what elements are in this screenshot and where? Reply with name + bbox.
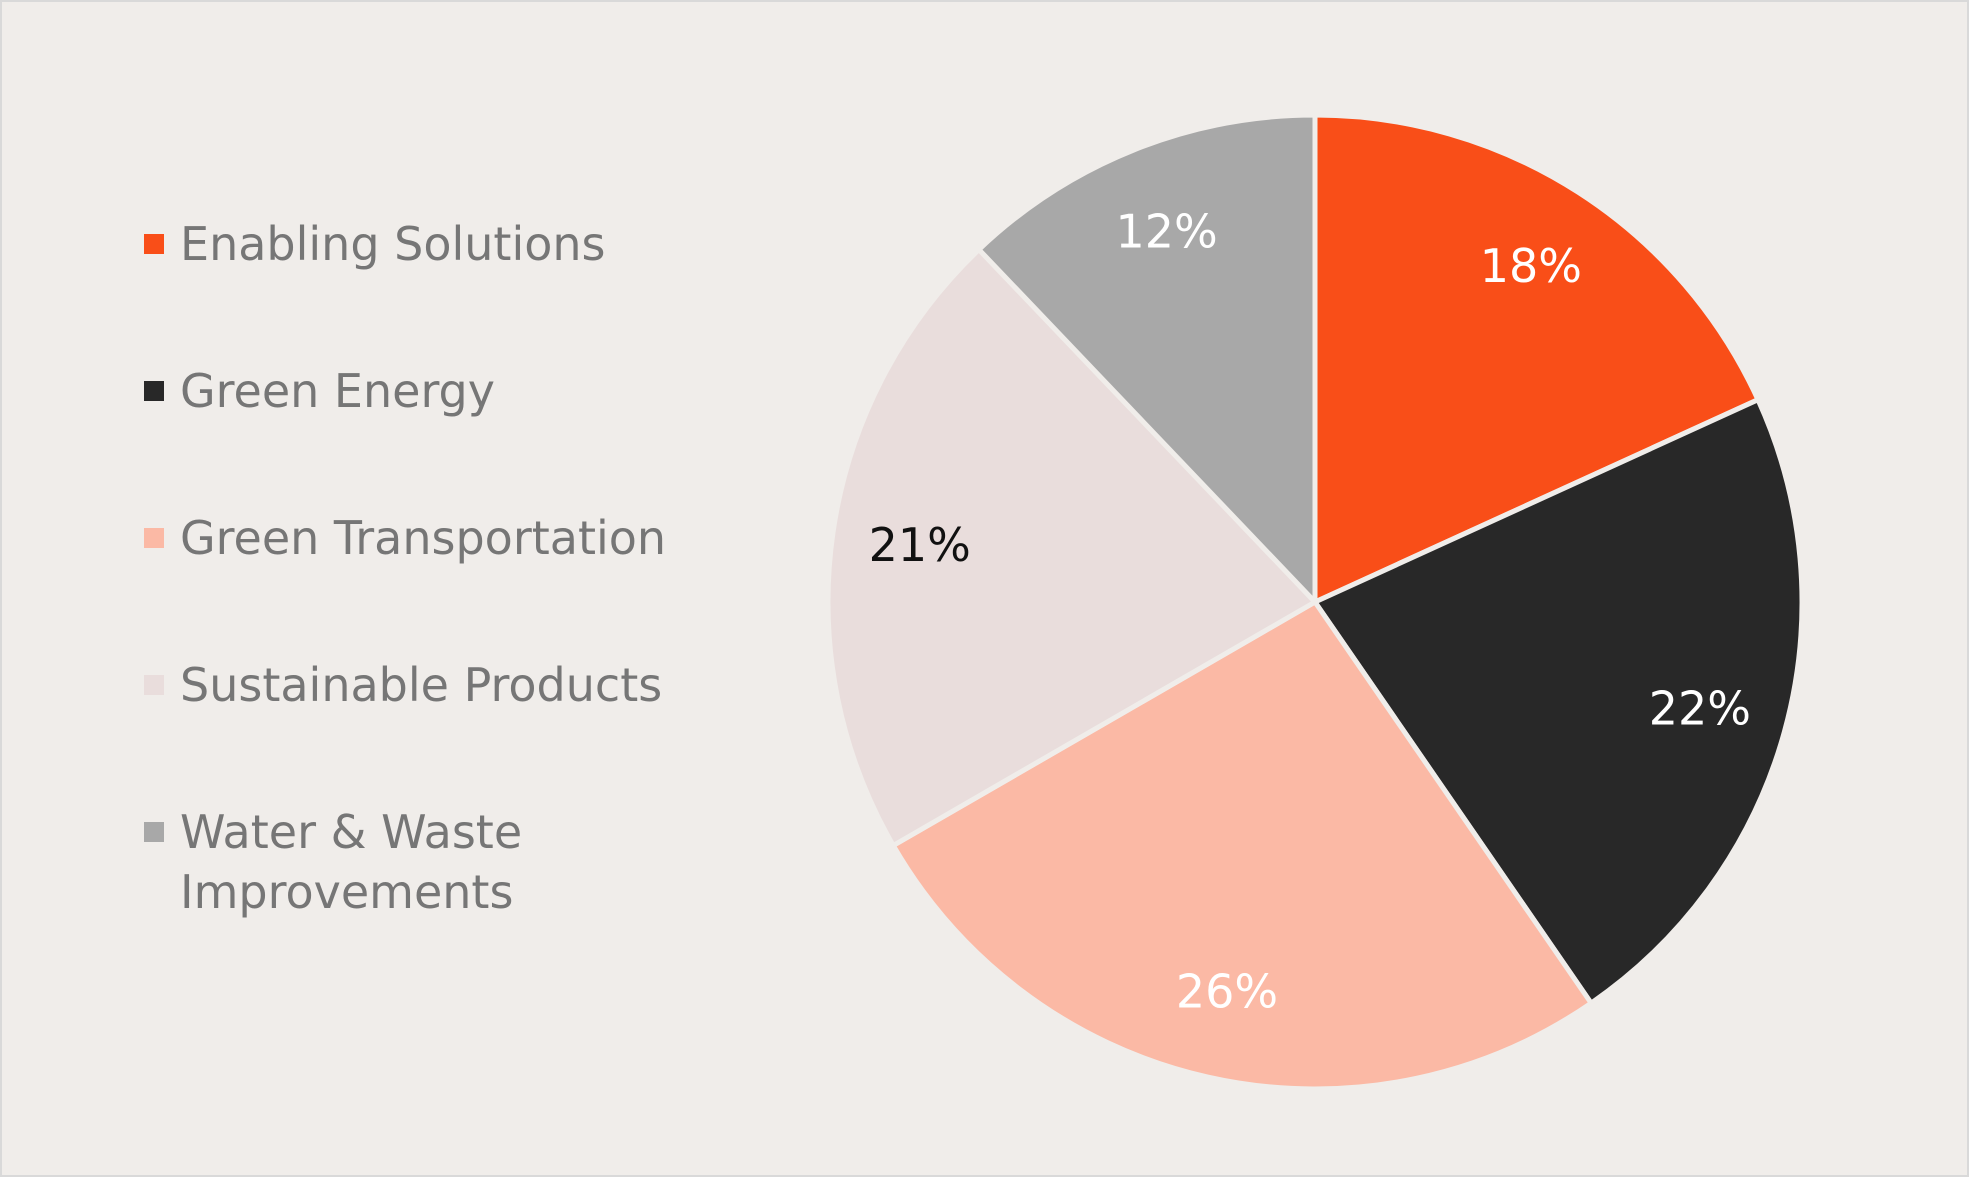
pie-slice: [976, 112, 1318, 605]
legend-label: Enabling Solutions: [180, 217, 606, 271]
legend-swatch: [144, 234, 164, 254]
legend-label: Water & Waste Improvements: [180, 805, 523, 919]
legend-swatch: [144, 675, 164, 695]
legend-label: Sustainable Products: [180, 658, 663, 712]
slice-value-label: 26%: [1176, 965, 1278, 1019]
legend-swatch: [144, 528, 164, 548]
pie-slice: [825, 247, 1318, 848]
slice-value-label: 12%: [1115, 204, 1217, 258]
slice-value-label: 22%: [1649, 681, 1751, 735]
pie-slice: [890, 599, 1594, 1092]
pie-slice: [1312, 397, 1805, 1006]
legend-swatch: [144, 381, 164, 401]
legend-swatch: [144, 822, 164, 842]
slice-value-label: 21%: [869, 518, 971, 572]
legend-label: Green Energy: [180, 364, 495, 418]
pie-slice: [1312, 112, 1761, 605]
slice-value-label: 18%: [1480, 239, 1582, 293]
legend-label: Green Transportation: [180, 511, 667, 565]
